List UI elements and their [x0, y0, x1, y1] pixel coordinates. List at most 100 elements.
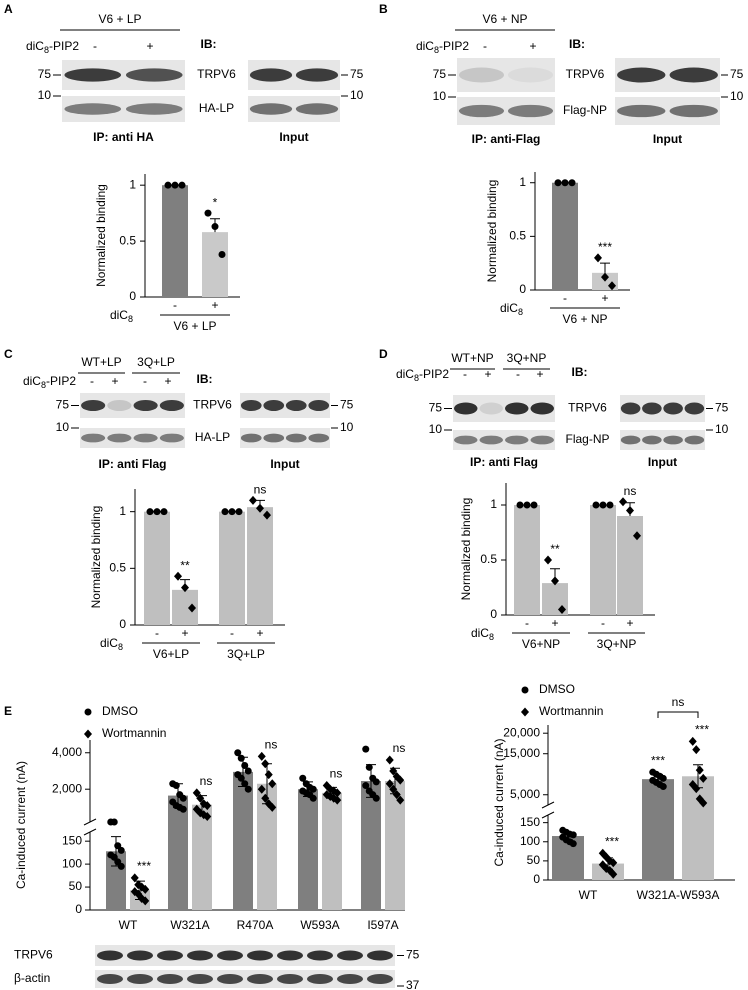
data-point	[333, 795, 342, 805]
data-point	[218, 251, 226, 259]
blot-band	[617, 67, 666, 83]
blot-band	[247, 974, 273, 984]
category-label: +	[181, 626, 188, 640]
treatment-label-part: diC	[471, 626, 489, 640]
panel-letter: B	[379, 2, 388, 16]
panel-letter: E	[4, 704, 12, 718]
data-point	[130, 873, 139, 883]
bar	[682, 776, 714, 880]
data-point	[181, 583, 189, 593]
lane-label: -	[90, 374, 94, 388]
y-tick-label: 150	[62, 833, 82, 847]
blot-band	[133, 400, 158, 411]
axis-break	[541, 811, 555, 819]
group-label: V6 + NP	[562, 312, 607, 326]
lane-label: +	[111, 374, 118, 388]
bar	[552, 182, 578, 290]
bar	[590, 505, 616, 615]
significance: ns	[393, 741, 406, 755]
data-point	[179, 794, 187, 802]
treatment-label-part: diC	[100, 636, 118, 650]
category-label: -	[563, 291, 567, 305]
treatment-label-part: diC	[500, 301, 518, 315]
data-point	[117, 862, 125, 870]
y-tick-label: 0	[129, 289, 136, 303]
blot-image	[620, 430, 705, 450]
group-label: V6 + LP	[98, 12, 141, 26]
y-tick-label: 0	[490, 607, 497, 621]
y-tick-label: 0	[533, 872, 540, 886]
row-label: TRPV6	[568, 401, 607, 415]
blot-band	[337, 974, 363, 984]
blot-band	[159, 433, 184, 443]
reagent-label-part: 8	[434, 45, 439, 55]
data-point	[599, 501, 607, 509]
category-label: -	[173, 298, 177, 312]
bar	[192, 804, 212, 910]
blot-band	[81, 433, 106, 443]
bar	[257, 783, 277, 910]
reagent-label-part: diC	[23, 374, 41, 388]
data-point	[389, 784, 398, 794]
data-point	[692, 784, 701, 794]
y-tick-label: 0.5	[480, 552, 497, 566]
data-point	[268, 802, 277, 812]
bar	[514, 505, 540, 615]
bar	[144, 511, 170, 625]
blot-band	[133, 433, 158, 443]
data-point	[153, 508, 161, 516]
panel-letter: A	[4, 2, 13, 16]
blot-band	[642, 435, 662, 445]
treatment-label: diC8	[100, 636, 123, 652]
bar	[361, 781, 381, 910]
data-point	[237, 754, 245, 762]
treatment-label-part: 8	[518, 307, 523, 317]
bar	[233, 771, 253, 910]
blot-band	[263, 400, 285, 411]
error-bar	[600, 262, 610, 273]
ib-label: IB:	[572, 365, 588, 379]
significance: ***	[605, 834, 619, 848]
y-tick-label: 0.5	[509, 229, 526, 243]
category-label: +	[626, 616, 633, 630]
row-label: TRPV6	[193, 398, 232, 412]
y-axis-label: Normalized binding	[94, 184, 108, 287]
group-label: V6+NP	[522, 637, 560, 651]
legend-marker	[84, 708, 92, 716]
legend-marker	[84, 729, 92, 739]
treatment-label-part: diC	[110, 308, 128, 322]
marker-label: 75	[406, 948, 420, 962]
lane-label: -	[516, 367, 520, 381]
lane-label: +	[484, 367, 491, 381]
blot-band	[97, 950, 123, 961]
blot-band	[217, 950, 243, 961]
lane-label: -	[463, 367, 467, 381]
ip-label: IP: anti-Flag	[472, 132, 541, 146]
lane-label: +	[536, 367, 543, 381]
data-point	[569, 840, 577, 848]
treatment-label: diC8	[471, 626, 494, 642]
category-label: -	[230, 626, 234, 640]
ib-label: IB:	[201, 37, 217, 51]
significance: ***	[695, 723, 709, 737]
significance: *	[213, 195, 218, 209]
data-point	[257, 784, 266, 794]
significance: ***	[651, 753, 665, 767]
data-point	[554, 179, 562, 187]
data-point	[299, 774, 307, 782]
data-point	[110, 818, 118, 826]
data-point	[385, 779, 394, 789]
marker-label: 10	[340, 420, 354, 434]
row-label: β-actin	[14, 971, 50, 985]
legend-marker	[521, 686, 529, 694]
blot-image	[240, 428, 330, 448]
ip-label: IP: anti HA	[93, 130, 154, 144]
y-tick-label: 2,000	[52, 781, 82, 795]
marker-label: 10	[730, 89, 744, 103]
marker-label: 75	[715, 401, 729, 415]
y-tick-label: 0.5	[119, 233, 136, 247]
blot-band	[617, 104, 666, 118]
bar	[642, 779, 674, 880]
axis-break	[541, 801, 555, 809]
reagent-label-part: diC	[416, 39, 434, 53]
